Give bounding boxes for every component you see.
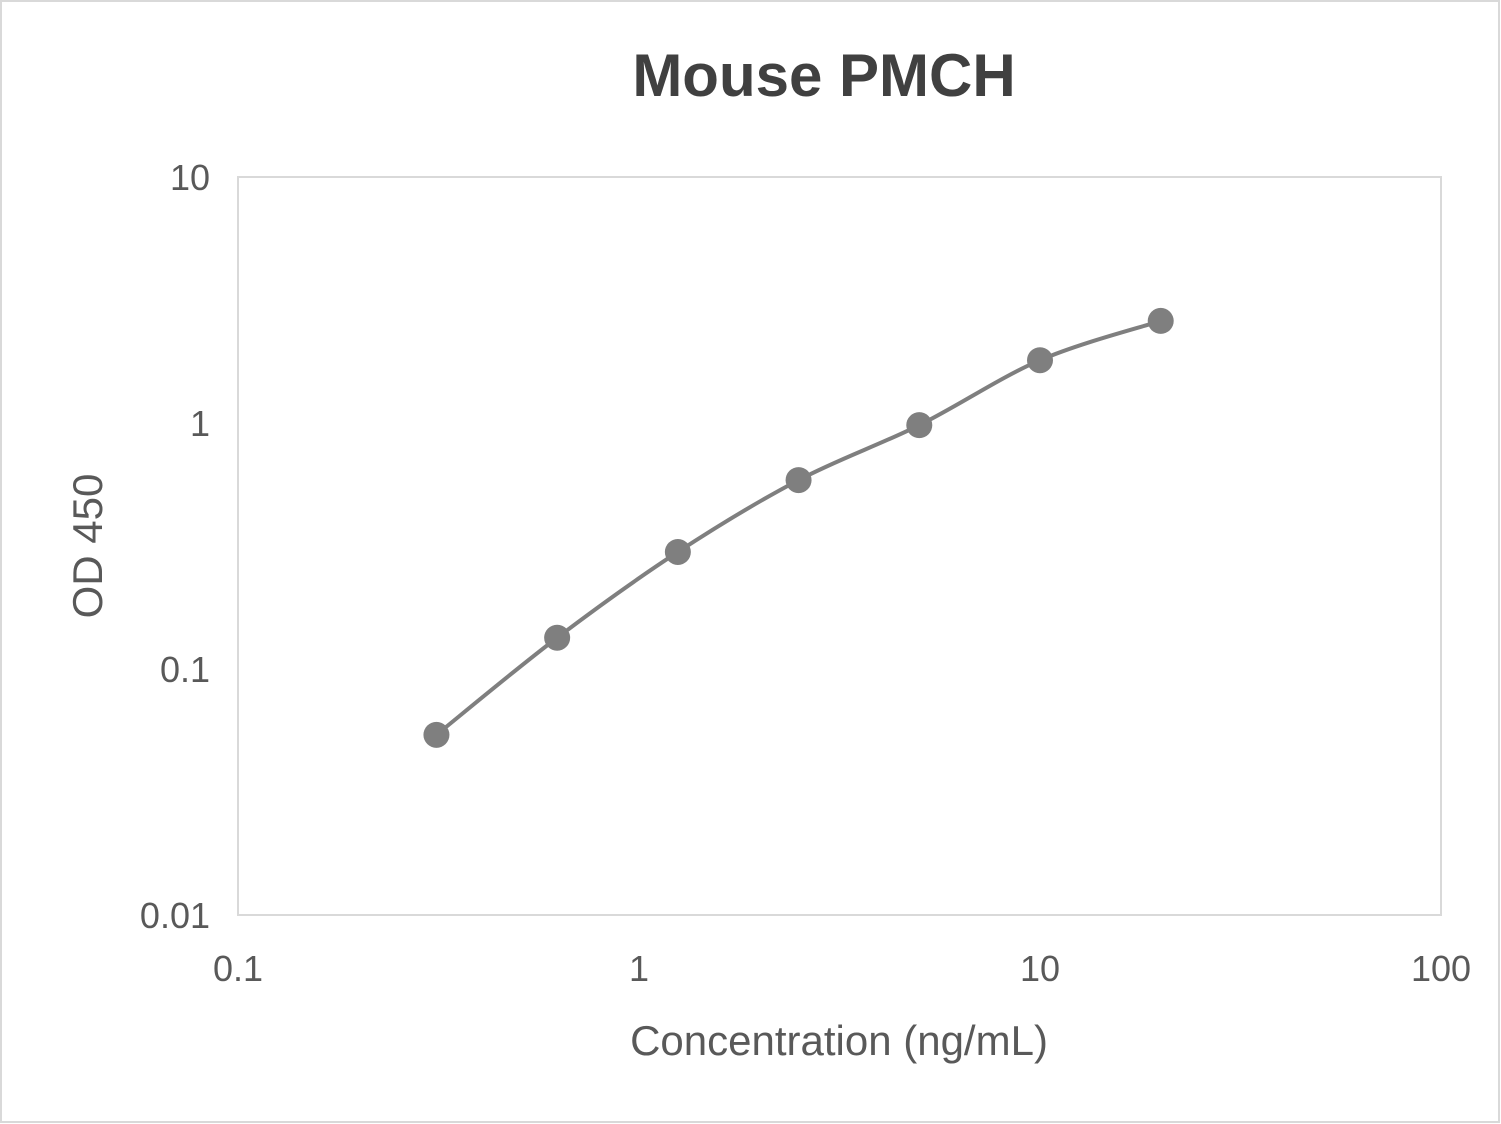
y-tick-label: 0.1: [160, 649, 210, 690]
plot-area: [237, 176, 1442, 916]
x-tick-label: 10: [1020, 948, 1060, 989]
y-tick-label: 1: [190, 403, 210, 444]
y-tick-label: 0.01: [140, 895, 210, 936]
x-axis-label: Concentration (ng/mL): [630, 1017, 1048, 1064]
x-tick-label: 100: [1411, 948, 1471, 989]
data-point: [423, 721, 450, 748]
y-tick-label: 10: [170, 157, 210, 198]
x-axis: 0.1 1 10 100: [213, 948, 1471, 989]
series-group: [423, 307, 1174, 748]
data-point: [906, 412, 933, 439]
data-point: [1147, 307, 1174, 334]
y-axis-label: OD 450: [64, 474, 111, 619]
y-axis: 0.01 0.1 1 10: [140, 157, 210, 936]
x-tick-label: 1: [629, 948, 649, 989]
chart-title: Mouse PMCH: [632, 42, 1015, 109]
data-point: [544, 624, 571, 651]
data-point: [1027, 347, 1053, 374]
data-point: [785, 467, 812, 494]
x-tick-label: 0.1: [213, 948, 263, 989]
data-point: [664, 538, 691, 565]
